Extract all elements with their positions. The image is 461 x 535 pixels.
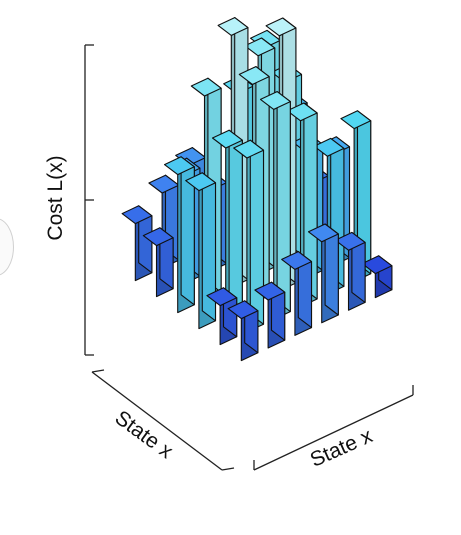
bar-r3-c0 bbox=[185, 172, 217, 330]
z-axis bbox=[84, 44, 94, 356]
y-axis-label: Cost L(x) bbox=[44, 155, 67, 240]
bar-r5-c2 bbox=[281, 251, 313, 336]
bar-r5-c5 bbox=[361, 255, 393, 299]
x-axis-right-label: State x bbox=[307, 424, 377, 472]
bar-face-top bbox=[307, 223, 339, 243]
bar-face-top bbox=[206, 287, 238, 307]
bar-face-right bbox=[228, 129, 243, 309]
bar-face-top bbox=[286, 102, 318, 122]
bar-face-top bbox=[233, 139, 265, 159]
bar-r5-c4 bbox=[334, 231, 366, 311]
bar-face-top bbox=[190, 77, 222, 97]
bar-face-top bbox=[254, 281, 286, 301]
bar-face-top bbox=[334, 231, 366, 251]
x-axis-left-label: State x bbox=[111, 406, 178, 463]
bar-face-top bbox=[227, 300, 259, 320]
bar-r5-c0 bbox=[227, 300, 259, 362]
bar-r0-c0 bbox=[121, 205, 153, 282]
bar-face-top bbox=[211, 129, 243, 149]
bar-r3-c1 bbox=[211, 129, 243, 317]
bar-face-right bbox=[249, 139, 265, 325]
bar-face-top bbox=[217, 17, 249, 36]
bar-face-top bbox=[163, 156, 195, 176]
bar-r5-c1 bbox=[254, 281, 286, 349]
bar-face-top bbox=[238, 66, 270, 85]
x-axis-right bbox=[253, 385, 414, 471]
bar-face-top bbox=[340, 110, 372, 130]
bar-face-top bbox=[185, 172, 217, 192]
bars-group bbox=[121, 17, 393, 362]
bar-r2-c0 bbox=[163, 156, 195, 314]
bar-face-top bbox=[244, 37, 276, 57]
bar-face-top bbox=[121, 205, 153, 225]
bar-r5-c3 bbox=[307, 223, 339, 324]
bar-face-top bbox=[361, 255, 393, 275]
bar-face-top bbox=[313, 137, 345, 157]
bar-r1-c0 bbox=[142, 227, 174, 298]
bar-face-top bbox=[281, 251, 313, 270]
x-axis-left bbox=[91, 369, 235, 471]
bar-face-top bbox=[265, 17, 297, 37]
bar-face-right bbox=[276, 91, 291, 313]
bar-face-top bbox=[142, 227, 174, 247]
bar-face-top bbox=[259, 91, 291, 110]
